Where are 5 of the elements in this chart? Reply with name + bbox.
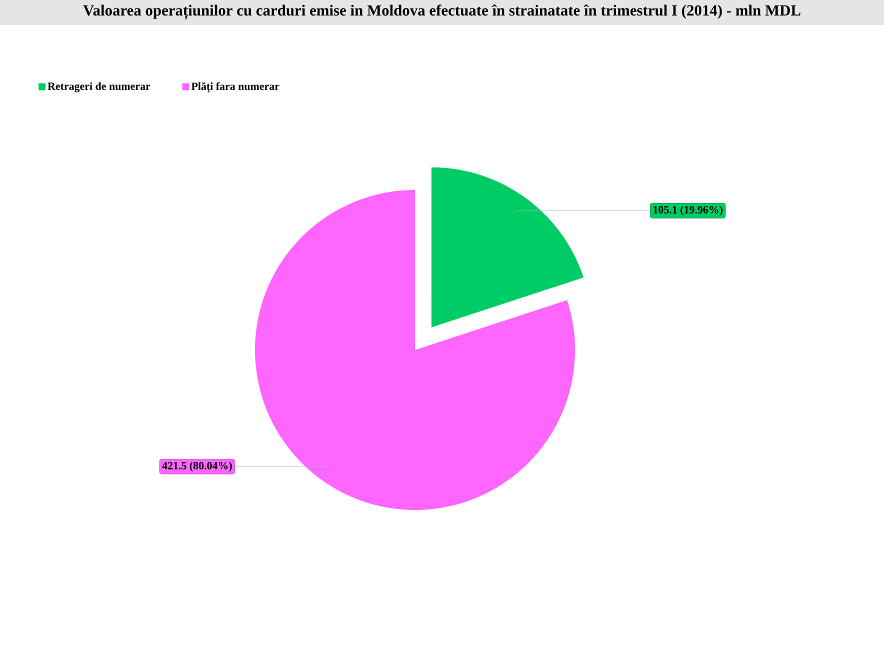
data-label: 105.1 (19.96%) <box>654 206 723 216</box>
chart-title: Valoarea operațiunilor cu carduri emise in Moldova efectuate în strainatate în trimestrul I (2014) - mln MDL <box>83 4 800 20</box>
legend-label: Plăți fara numerar <box>191 82 280 93</box>
data-label: 421.5 (80.04%) <box>162 462 232 472</box>
legend-label: Retrageri de numerar <box>48 82 150 92</box>
